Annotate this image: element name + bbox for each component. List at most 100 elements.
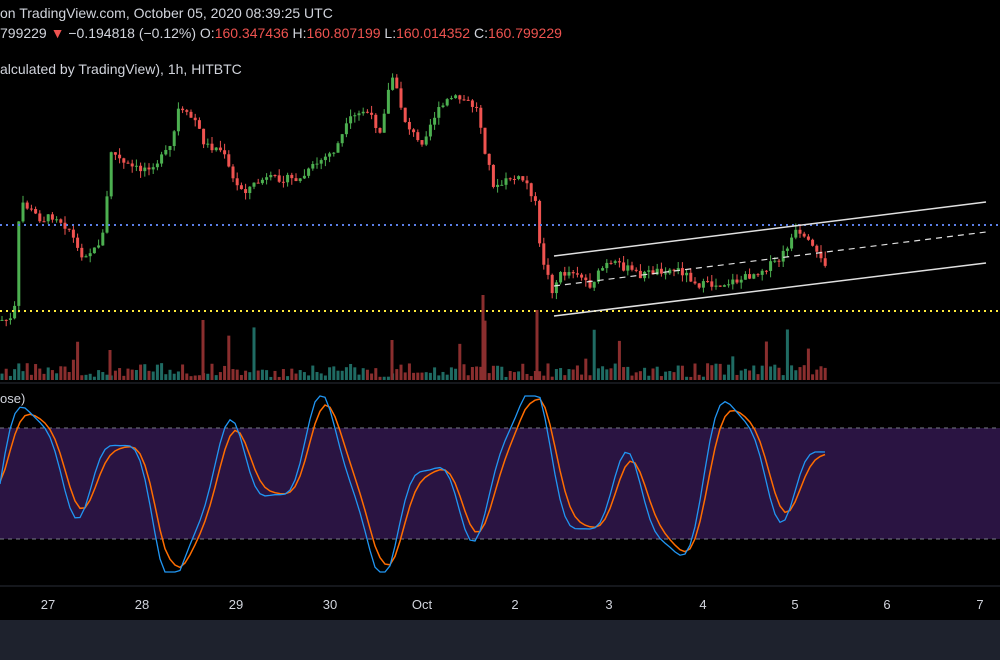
candle [550, 274, 554, 294]
volume-bar [420, 372, 424, 380]
volume-bar [659, 376, 663, 380]
volume-bar [722, 374, 726, 380]
candle [239, 185, 243, 190]
volume-bar [680, 365, 684, 380]
candle [101, 232, 105, 246]
candle [248, 186, 252, 194]
candle [634, 269, 638, 271]
candle [483, 127, 487, 154]
volume-bar [38, 368, 42, 380]
candle [575, 273, 579, 275]
volume-bar [349, 363, 353, 380]
volume-bar [428, 372, 432, 380]
channel-lower-line[interactable] [553, 262, 987, 317]
volume-bar [399, 364, 403, 380]
volume-bar [462, 364, 466, 380]
volume-bar [475, 366, 479, 380]
x-tick-label: 4 [699, 597, 706, 612]
candle [554, 282, 558, 294]
volume-bar [441, 371, 445, 380]
candle [466, 99, 470, 101]
candle [378, 127, 382, 133]
volume-bar [487, 373, 491, 380]
volume-bar [328, 367, 332, 380]
volume-bar [59, 366, 63, 380]
volume-bar [374, 368, 378, 380]
volume-bar [735, 374, 739, 380]
volume-bar [365, 369, 369, 380]
volume-bar [437, 375, 441, 380]
volume-bar [105, 374, 109, 380]
candle [88, 253, 92, 257]
candle [470, 100, 474, 107]
candle [55, 219, 59, 221]
candle [181, 108, 185, 111]
volume-bar [290, 368, 294, 380]
candle [626, 265, 630, 271]
volume-bar [706, 363, 710, 380]
low-value: 160.014352 [396, 25, 471, 41]
stochastic-band [0, 428, 1000, 539]
candle [269, 175, 273, 178]
candle [794, 229, 798, 238]
volume-bar [609, 368, 613, 380]
candle [365, 111, 369, 113]
source-text: on TradingView.com, October 05, 2020 08:… [0, 5, 333, 21]
x-tick-label: 7 [976, 597, 983, 612]
volume-bar [67, 371, 71, 380]
candle [504, 178, 508, 185]
channel-drawing[interactable] [553, 201, 987, 317]
volume-bar [206, 373, 210, 380]
volume-bar [697, 374, 701, 380]
volume-bar [319, 373, 323, 380]
candle [638, 270, 642, 279]
x-axis: 27 28 29 30 Oct 2 3 4 5 6 7 [41, 597, 984, 612]
candle [785, 248, 789, 251]
stochastic-title[interactable]: ose) [0, 391, 25, 406]
volume-bar [521, 363, 525, 380]
volume-bar [101, 372, 105, 380]
x-tick-label: 30 [323, 597, 337, 612]
volume-bar [533, 370, 537, 380]
candle [139, 165, 143, 172]
candle [0, 319, 4, 321]
candle [185, 110, 189, 112]
candle [412, 129, 416, 133]
volume-bar [634, 372, 638, 380]
series-title[interactable]: alculated by TradingView), 1h, HITBTC [0, 61, 242, 77]
volume-bar [588, 375, 592, 380]
candle [189, 111, 193, 118]
volume-bar [390, 340, 394, 380]
candle [605, 262, 609, 269]
channel-upper-line[interactable] [553, 201, 987, 257]
candle [689, 272, 693, 282]
candle [134, 165, 138, 167]
volume-bar [407, 363, 411, 380]
candle [748, 274, 752, 279]
candle [508, 178, 512, 180]
volume-bar [344, 367, 348, 380]
volume-bar [311, 365, 315, 380]
candle [294, 178, 298, 182]
volume-bar [529, 376, 533, 380]
candle [449, 98, 453, 100]
candle [664, 273, 668, 275]
candle [706, 281, 710, 283]
volume-bar [71, 359, 75, 380]
candle [223, 150, 227, 155]
candle [613, 261, 617, 263]
candle [42, 221, 46, 223]
candle [319, 160, 323, 164]
volume-bar [29, 374, 33, 380]
volume-bar [151, 371, 155, 380]
volume-bar [760, 365, 764, 380]
x-tick-label: 28 [135, 597, 149, 612]
volume-bar [21, 371, 25, 380]
candle [160, 154, 164, 164]
candle [46, 214, 50, 222]
volume-bar [550, 376, 554, 380]
volume-bar [563, 375, 567, 380]
candle [391, 77, 395, 90]
volume-bar [130, 369, 134, 380]
